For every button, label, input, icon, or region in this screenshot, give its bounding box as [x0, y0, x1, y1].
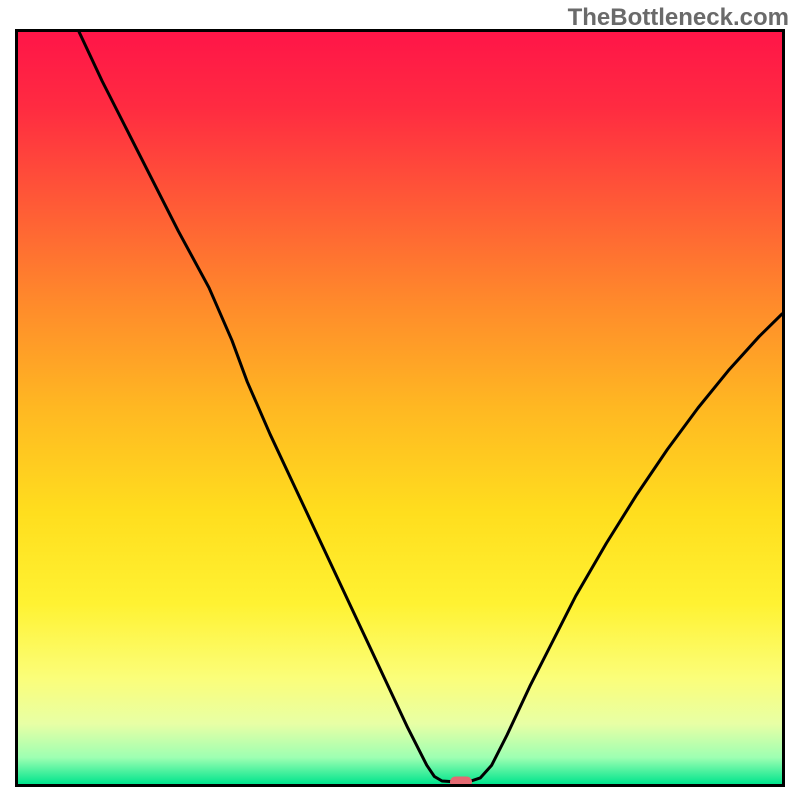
watermark-text: TheBottleneck.com: [568, 4, 789, 32]
curve-svg: [18, 32, 782, 784]
plot-area: [15, 29, 785, 787]
bottleneck-curve: [79, 32, 782, 782]
chart-container: TheBottleneck.com: [0, 0, 800, 800]
optimal-marker: [450, 776, 472, 787]
